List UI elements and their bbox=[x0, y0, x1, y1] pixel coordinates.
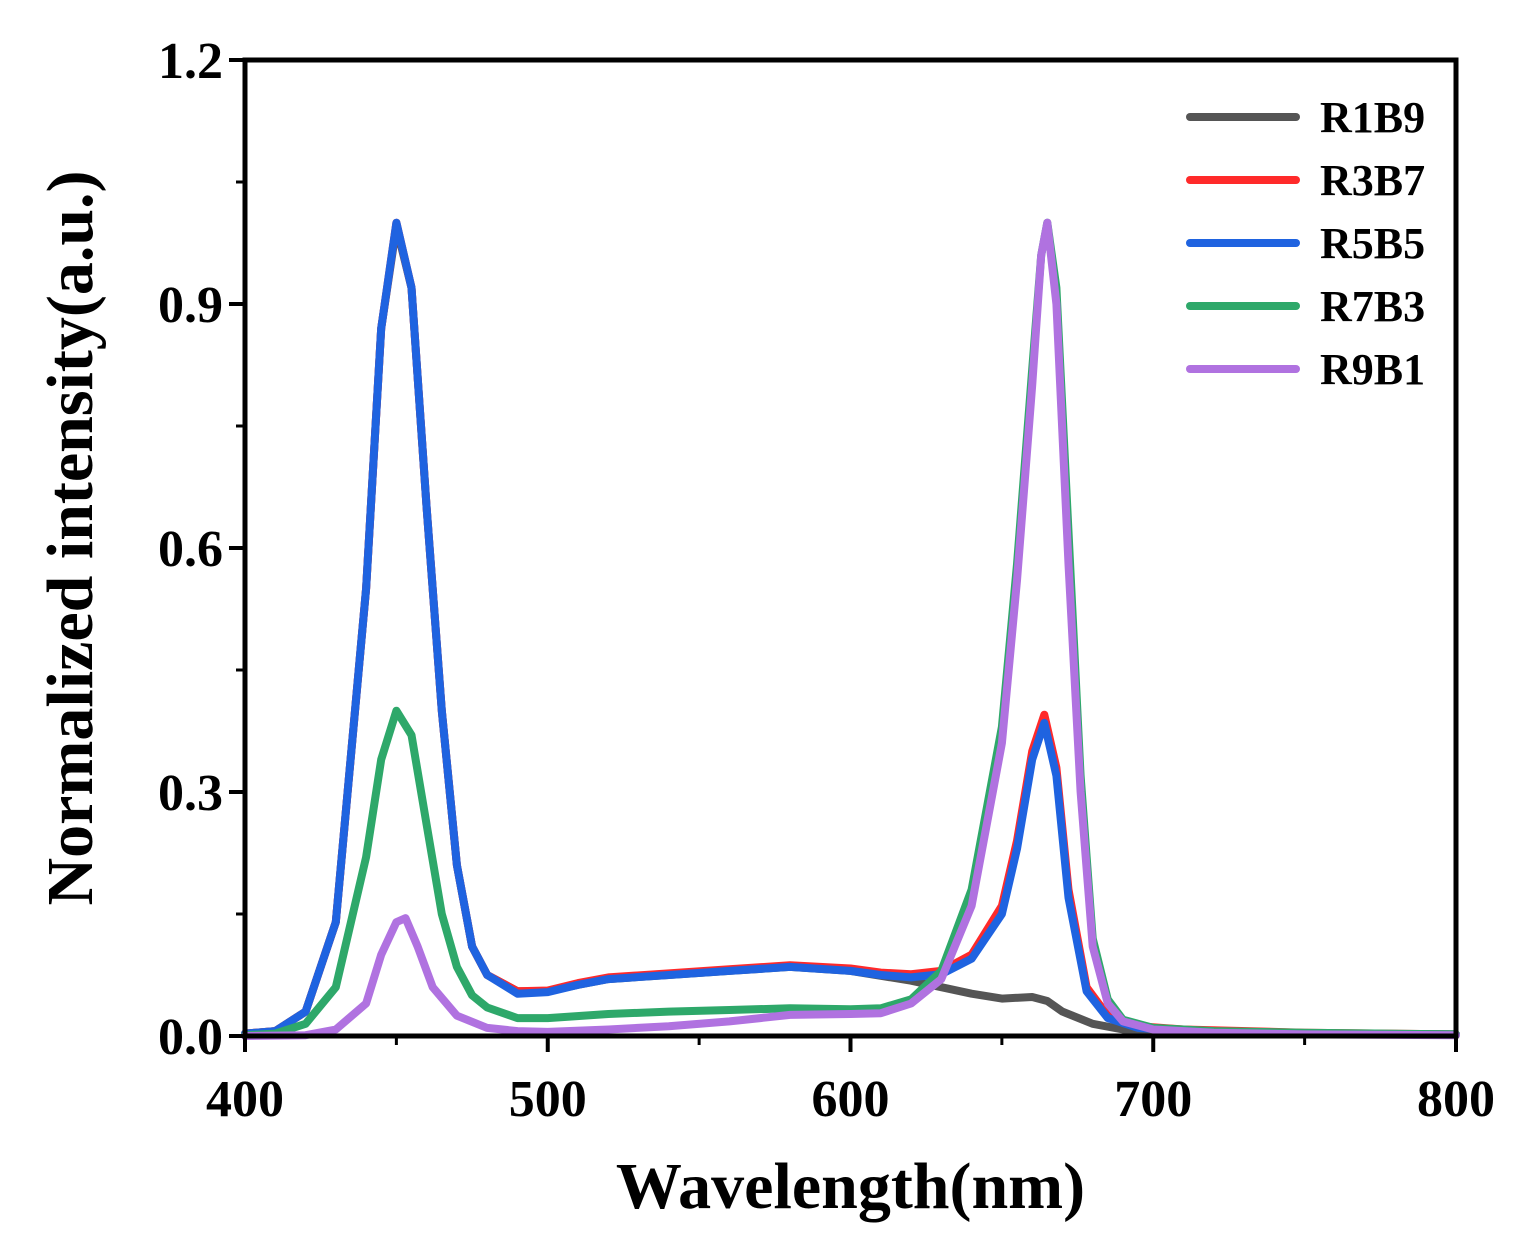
y-axis-title: Normalized intensity(a.u.) bbox=[34, 170, 107, 905]
series-layer bbox=[241, 218, 1460, 1040]
legend-label-r1b9: R1B9 bbox=[1320, 93, 1425, 142]
tick-labels-layer: 400 500 600 700 800 0.0 0.3 0.6 0.9 1.2 bbox=[158, 33, 1495, 1128]
x-axis-title: Wavelength(nm) bbox=[616, 1150, 1085, 1223]
y-tick-label: 0.9 bbox=[158, 277, 223, 334]
x-tick-label: 400 bbox=[206, 1071, 284, 1128]
y-tick-label: 0.0 bbox=[158, 1009, 223, 1066]
y-tick-label: 0.3 bbox=[158, 765, 223, 822]
legend-label-r3b7: R3B7 bbox=[1320, 156, 1425, 205]
legend-label-r9b1: R9B1 bbox=[1320, 345, 1425, 394]
series-line-r1b9 bbox=[241, 222, 1460, 1039]
x-tick-label: 800 bbox=[1417, 1071, 1495, 1128]
x-tick-label: 600 bbox=[812, 1071, 890, 1128]
x-tick-label: 500 bbox=[509, 1071, 587, 1128]
series-line-r9b1 bbox=[241, 218, 1460, 1040]
y-tick-label: 1.2 bbox=[158, 33, 223, 90]
legend-label-r7b3: R7B3 bbox=[1320, 282, 1425, 331]
x-tick-label: 700 bbox=[1114, 1071, 1192, 1128]
series-line-r5b5 bbox=[241, 218, 1460, 1039]
ticks-layer bbox=[229, 58, 1458, 1052]
series-line-r3b7 bbox=[241, 218, 1460, 1039]
legend: R1B9 R3B7 R5B5 R7B3 R9B1 bbox=[1186, 93, 1425, 394]
series-line-r7b3 bbox=[241, 218, 1460, 1040]
y-tick-label: 0.6 bbox=[158, 521, 223, 578]
legend-label-r5b5: R5B5 bbox=[1320, 219, 1425, 268]
